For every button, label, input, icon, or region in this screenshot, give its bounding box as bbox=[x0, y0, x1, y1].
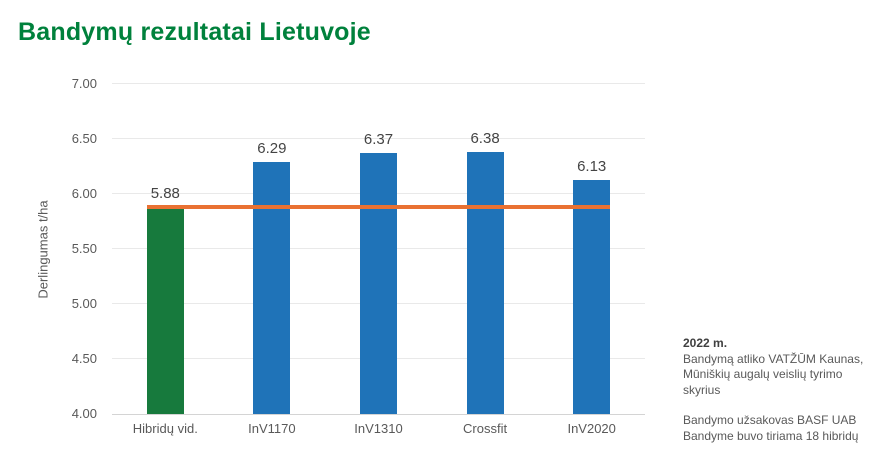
chart-title: Bandymų rezultatai Lietuvoje bbox=[18, 18, 371, 46]
bar-column: 6.38 bbox=[432, 84, 539, 414]
y-tick-label: 5.00 bbox=[71, 296, 97, 312]
y-tick-label: 5.50 bbox=[71, 241, 97, 256]
y-axis-title: Derlingumas t/ha bbox=[34, 84, 52, 414]
plot-area: 5.88 6.29 6.37 6.38 6.13 bbox=[112, 83, 645, 415]
bar bbox=[466, 152, 504, 414]
bars-container: 5.88 6.29 6.37 6.38 6.13 bbox=[112, 84, 645, 414]
y-tick-label: 4.00 bbox=[71, 406, 97, 421]
bar-value-label: 6.29 bbox=[257, 140, 287, 158]
note-line: Mūniškių augalų veislių tyrimo skyrius bbox=[683, 367, 843, 397]
note-line: Bandymo užsakovas BASF UAB bbox=[683, 413, 857, 427]
y-tick-label: 6.50 bbox=[71, 131, 97, 146]
note-line: Bandymą atliko VATŽŪM Kaunas, bbox=[683, 351, 864, 366]
note-line: Bandyme buvo tiriama 18 hibridų bbox=[683, 428, 859, 443]
x-axis-labels: Hibridų vid. InV1170 InV1310 Crossfit InV202… bbox=[112, 421, 645, 436]
bar-value-label: 6.37 bbox=[363, 131, 394, 149]
x-tick-label: Hibridų vid. bbox=[132, 421, 198, 436]
reference-line bbox=[146, 205, 611, 210]
gridline bbox=[112, 83, 645, 84]
y-axis-title-text: Derlingumas t/ha bbox=[35, 199, 51, 299]
bar bbox=[573, 179, 611, 414]
bar bbox=[146, 207, 184, 414]
y-tick-label: 4.50 bbox=[71, 351, 97, 367]
bar-value-label: 6.38 bbox=[470, 130, 500, 148]
bar bbox=[253, 162, 291, 414]
x-tick-label: InV1170 bbox=[248, 421, 296, 436]
y-tick-label: 7.00 bbox=[71, 76, 97, 91]
bar-value-label: 6.13 bbox=[577, 157, 607, 175]
y-tick-label: 6.00 bbox=[71, 186, 97, 202]
x-tick-label: InV2020 bbox=[567, 421, 616, 436]
bar-column: 6.13 bbox=[538, 84, 645, 414]
gridline bbox=[112, 138, 645, 139]
note-gap bbox=[683, 398, 878, 413]
bar-column: 6.29 bbox=[219, 84, 326, 414]
bar-column: 5.88 bbox=[112, 84, 219, 414]
bar-column: 6.37 bbox=[325, 84, 432, 414]
bar-value-label: 5.88 bbox=[150, 185, 180, 203]
bar bbox=[359, 153, 397, 414]
note-heading: 2022 m. bbox=[683, 336, 728, 350]
y-axis-ticks: 4.00 4.50 5.00 5.50 6.00 6.50 7.00 bbox=[56, 76, 97, 421]
x-tick-label: Crossfit bbox=[463, 421, 508, 436]
x-tick-label: InV1310 bbox=[354, 421, 403, 436]
note-block: 2022 m. Bandymą atliko VATŽŪM Kaunas, Mū… bbox=[683, 336, 878, 444]
